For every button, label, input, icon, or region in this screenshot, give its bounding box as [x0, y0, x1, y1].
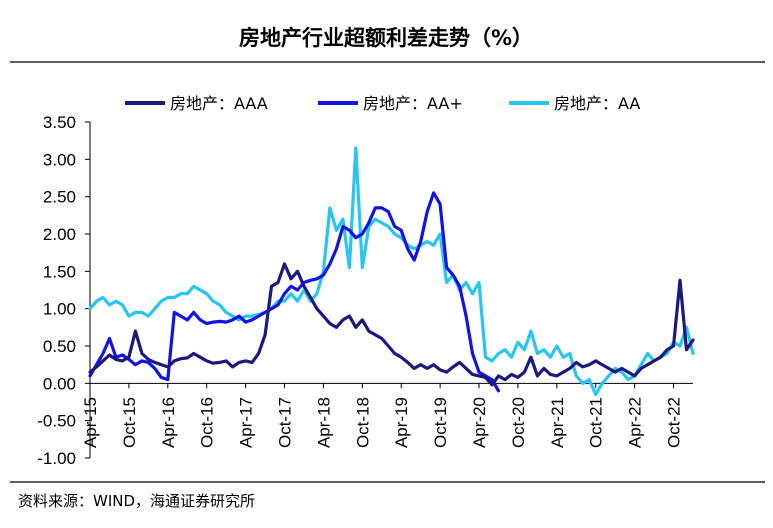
y-tick-label: 2.00: [43, 225, 76, 244]
x-tick-label: Apr-17: [237, 397, 256, 448]
y-tick-label: -0.50: [37, 412, 76, 431]
x-tick-label: Oct-20: [509, 397, 528, 448]
x-tick-label: Oct-15: [120, 397, 139, 448]
y-tick-label: 3.00: [43, 150, 76, 169]
series-line-2: [88, 146, 695, 397]
legend-label-0: 房地产：AAA: [170, 94, 268, 113]
y-tick-label: 2.50: [43, 188, 76, 207]
y-tick-label: 0.00: [43, 374, 76, 393]
y-tick-label: 1.00: [43, 300, 76, 319]
series-line-1: [88, 191, 501, 393]
legend-label-2: 房地产：AA: [554, 94, 640, 113]
axes: 3.50 3.00 2.50 2.00 1.50 1.00 0.50 0.00 -0.50 -1.…: [37, 113, 693, 468]
series-line-0: [88, 262, 695, 387]
source-note: 资料来源：WIND，海通证券研究所: [18, 492, 255, 510]
x-tick-label: Oct-18: [353, 397, 372, 448]
x-tick-label: Apr-15: [81, 397, 100, 448]
y-tick-label: 3.50: [43, 113, 76, 132]
legend: 房地产：AAA 房地产：AA+ 房地产：AA: [125, 94, 640, 113]
x-tick-label: Oct-17: [276, 397, 295, 448]
x-tick-label: Apr-21: [548, 397, 567, 448]
chart-title: 房地产行业超额利差走势（%）: [239, 26, 533, 50]
x-tick-label: Oct-22: [665, 397, 684, 448]
x-tick-label: Oct-19: [431, 397, 450, 448]
y-tick-label: -1.00: [37, 449, 76, 468]
series-layer: [88, 146, 695, 397]
x-tick-label: Apr-19: [392, 397, 411, 448]
x-tick-label: Apr-18: [314, 397, 333, 448]
x-tick-label: Apr-20: [470, 397, 489, 448]
legend-label-1: 房地产：AA+: [363, 94, 463, 113]
x-tick-label: Apr-22: [626, 397, 645, 448]
x-tick-label: Oct-16: [198, 397, 217, 448]
x-tick-label: Apr-16: [159, 397, 178, 448]
x-tick-label: Oct-21: [587, 397, 606, 448]
y-tick-label: 1.50: [43, 262, 76, 281]
y-tick-label: 0.50: [43, 337, 76, 356]
